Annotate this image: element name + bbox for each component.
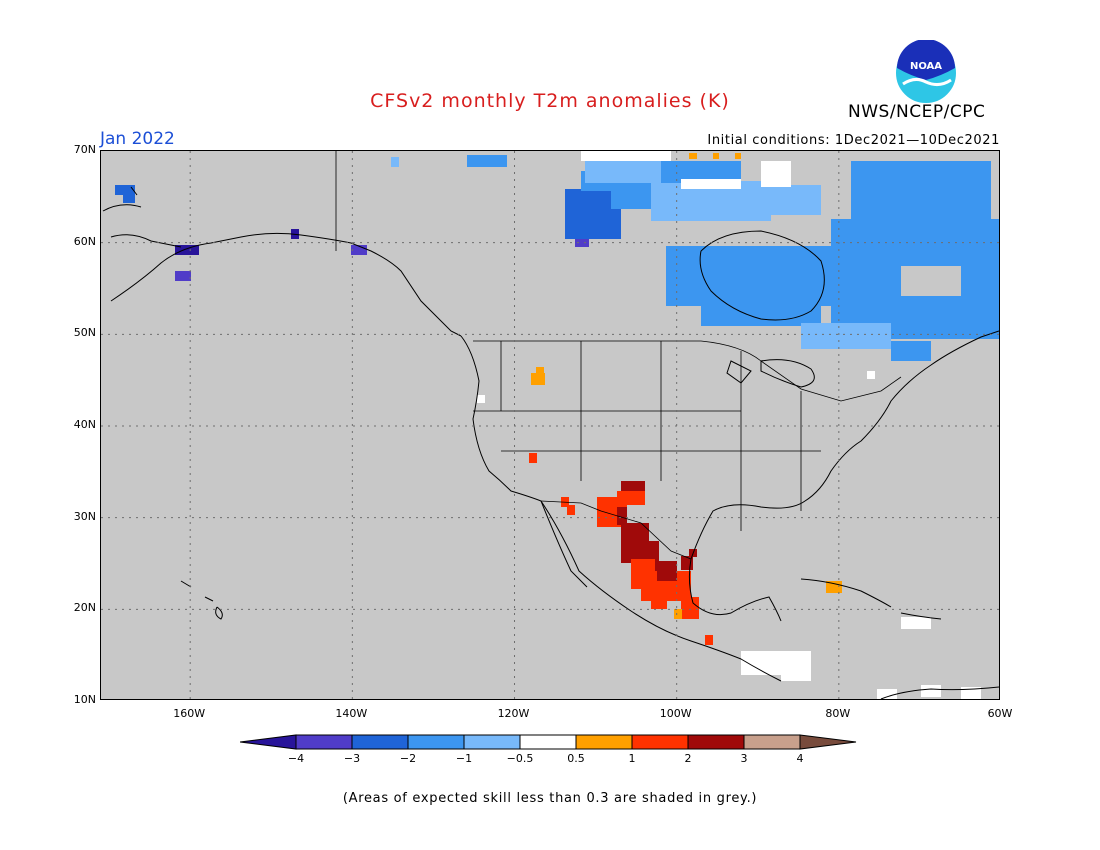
lat-label: 30N [73,509,96,523]
political-borders [335,151,902,560]
lat-label: 10N [73,693,96,706]
colorbar-tick-label: 0.5 [567,752,585,765]
colorbar-tick-label: −2 [400,752,416,765]
colorbar-tick-label: −4 [288,752,304,765]
lon-label: 140W [335,707,368,720]
colorbar-bin [295,734,353,750]
colorbar-bin [519,734,577,750]
lon-label: 100W [659,707,692,720]
colorbar-bin [687,734,745,750]
cold-anomaly-cells [115,155,999,361]
lat-label: 20N [73,601,96,615]
colorbar-svg: −4 −3 −2 −1 −0.5 0.5 1 2 3 4 [239,734,857,765]
colorbar-tick-label: 2 [685,752,692,765]
lat-label: 40N [73,418,96,431]
graticule [101,151,999,699]
colorbar-tick-label: 1 [629,752,636,765]
colorbar-bin [463,734,521,750]
colorbar: −4 −3 −2 −1 −0.5 0.5 1 2 3 4 [239,733,862,783]
lon-label: 80W [825,707,851,720]
lat-label: 70N [73,143,96,156]
map-canvas [101,151,1000,700]
anomaly-map [100,150,1000,700]
forecast-month: Jan 2022 [100,129,175,149]
colorbar-tick-label: −3 [344,752,360,765]
chart-title: CFSv2 monthly T2m anomalies (K) [370,90,730,112]
colorbar-tick-label: −1 [456,752,472,765]
colorbar-tick-label: 3 [741,752,748,765]
colorbar-bin [351,734,409,750]
colorbar-tick-label: 4 [797,752,804,765]
logo-text: NOAA [910,61,942,72]
lon-label: 160W [173,707,206,720]
warm-anomaly-cells [529,153,842,645]
agency-label: NWS/NCEP/CPC [848,102,986,122]
noaa-logo: NOAA [893,39,959,106]
lat-label: 60N [73,234,96,248]
noaa-logo-icon: NOAA [894,39,958,105]
colorbar-bin [407,734,465,750]
colorbar-arrow-high [799,734,857,750]
colorbar-tick-label: −0.5 [507,752,534,765]
colorbar-bin [743,734,801,750]
neutral-cells [477,151,981,699]
lon-label: 120W [497,707,530,720]
initial-conditions: Initial conditions: 1Dec2021—10Dec2021 [707,133,1000,148]
lon-label: 60W [987,707,1013,720]
colorbar-bin [631,734,689,750]
colorbar-arrow-low [239,734,297,750]
skill-note: (Areas of expected skill less than 0.3 a… [342,791,758,806]
colorbar-bin [575,734,633,750]
lat-label: 50N [73,326,96,340]
